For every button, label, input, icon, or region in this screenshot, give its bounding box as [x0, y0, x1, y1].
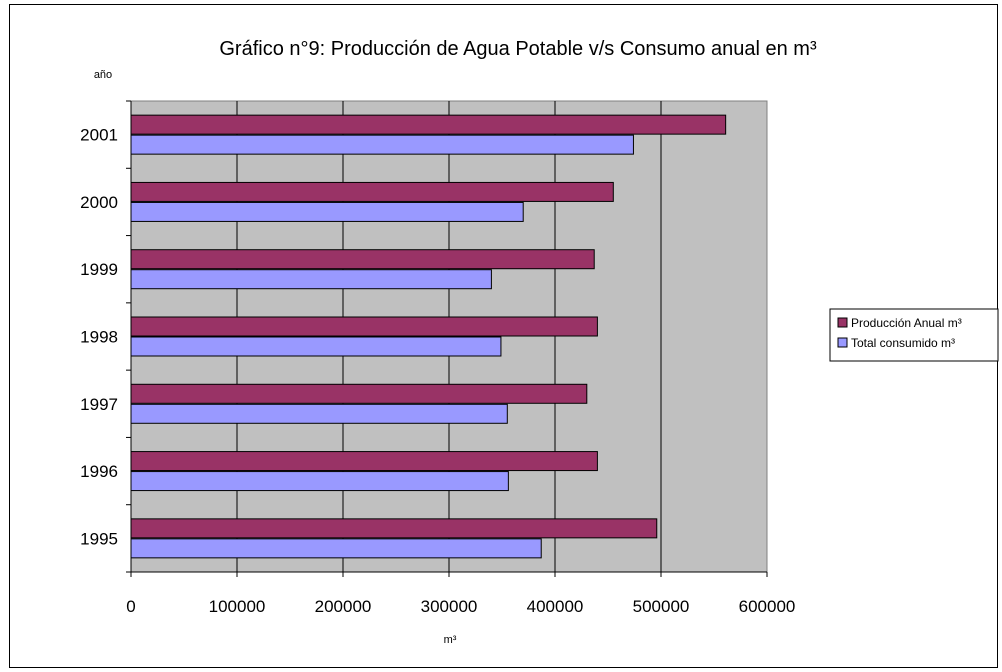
legend-label: Total consumido m³ — [851, 336, 955, 350]
bar — [130, 336, 502, 357]
y-tick-label: 1998 — [80, 328, 118, 347]
x-tick-label: 300000 — [421, 597, 478, 616]
bar — [130, 201, 524, 222]
x-tick-label: 0 — [126, 597, 135, 616]
legend-swatch — [837, 317, 848, 328]
bar — [130, 114, 727, 135]
bar — [130, 316, 598, 337]
bar — [130, 249, 595, 270]
y-axis-title: año — [94, 69, 112, 81]
y-tick-label: 1996 — [80, 462, 118, 481]
y-tick-label: 1997 — [80, 395, 118, 414]
bar — [130, 181, 614, 202]
bar — [130, 134, 634, 155]
bar — [130, 518, 658, 539]
y-tick-label: 2000 — [80, 193, 118, 212]
x-tick-label: 600000 — [739, 597, 796, 616]
bar — [130, 471, 509, 492]
y-tick-label: 1999 — [80, 260, 118, 279]
legend-box — [829, 308, 999, 362]
bar — [130, 451, 598, 472]
bar — [130, 383, 588, 404]
x-tick-label: 200000 — [315, 597, 372, 616]
legend-label: Producción Anual m³ — [851, 316, 962, 330]
bar — [130, 403, 508, 424]
x-tick-label: 100000 — [209, 597, 266, 616]
chart-title: Gráfico n°9: Producción de Agua Potable … — [219, 38, 817, 60]
bar — [130, 538, 542, 559]
legend-swatch — [837, 337, 848, 348]
legend: Producción Anual m³ Total consumido m³ — [829, 308, 999, 362]
y-tick-label: 1995 — [80, 529, 118, 548]
y-tick-label: 2001 — [80, 126, 118, 145]
axes: 0 100000 200000 300000 400000 500000 600000 199… — [80, 100, 796, 616]
bar — [130, 269, 492, 290]
x-axis-title: m³ — [444, 634, 457, 646]
x-tick-label: 500000 — [633, 597, 690, 616]
x-tick-label: 400000 — [527, 597, 584, 616]
bars — [130, 114, 727, 559]
